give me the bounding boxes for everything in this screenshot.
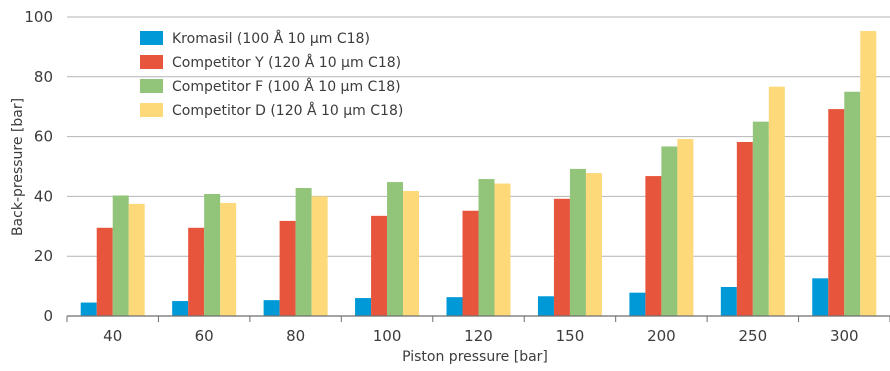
bar bbox=[828, 109, 845, 316]
bar bbox=[403, 191, 420, 316]
bar bbox=[494, 183, 511, 316]
x-tick-label: 250 bbox=[739, 327, 768, 345]
bar bbox=[279, 220, 296, 316]
legend-label: Kromasil (100 Å 10 µm C18) bbox=[172, 30, 370, 47]
y-axis-label: Back-pressure [bar] bbox=[10, 98, 26, 236]
bar bbox=[80, 302, 97, 316]
y-tick-label: 40 bbox=[34, 187, 53, 205]
bar bbox=[446, 297, 463, 316]
x-tick-label: 300 bbox=[830, 327, 859, 345]
bar bbox=[112, 195, 129, 316]
bar bbox=[736, 141, 753, 316]
bar bbox=[860, 31, 877, 316]
bars bbox=[80, 31, 877, 317]
bar bbox=[311, 196, 328, 316]
bar bbox=[812, 278, 829, 316]
x-tick-label: 60 bbox=[195, 327, 214, 345]
legend-label: Competitor F (100 Å 10 µm C18) bbox=[172, 78, 401, 95]
legend: Kromasil (100 Å 10 µm C18) Competitor Y (… bbox=[140, 30, 403, 119]
bar bbox=[295, 188, 312, 316]
bar bbox=[629, 292, 646, 316]
bar bbox=[720, 286, 737, 316]
legend-swatch bbox=[140, 79, 163, 93]
bar bbox=[96, 227, 113, 316]
bar bbox=[645, 176, 662, 316]
x-axis-label: Piston pressure [bar] bbox=[402, 349, 548, 365]
bar bbox=[371, 215, 388, 316]
bar bbox=[537, 296, 554, 316]
bar bbox=[355, 298, 372, 316]
bar bbox=[752, 121, 769, 317]
bar bbox=[387, 182, 404, 316]
bar bbox=[462, 210, 479, 316]
legend-swatch bbox=[140, 55, 163, 69]
bar bbox=[204, 194, 221, 316]
bar bbox=[553, 198, 570, 316]
bar bbox=[220, 202, 237, 316]
bar bbox=[661, 146, 678, 316]
bar bbox=[172, 301, 189, 316]
bar bbox=[188, 227, 205, 316]
x-tick-label: 100 bbox=[373, 327, 402, 345]
y-tick-label: 100 bbox=[24, 8, 53, 26]
y-tick-label: 0 bbox=[43, 307, 53, 325]
x-tick-label: 200 bbox=[647, 327, 676, 345]
bar bbox=[677, 138, 694, 316]
bar bbox=[128, 203, 145, 316]
legend-swatch bbox=[140, 31, 163, 45]
x-tick-label: 120 bbox=[464, 327, 493, 345]
x-tick-label: 80 bbox=[286, 327, 305, 345]
legend-label: Competitor D (120 Å 10 µm C18) bbox=[172, 102, 403, 119]
bar bbox=[478, 179, 495, 316]
bar bbox=[585, 173, 602, 316]
legend-label: Competitor Y (120 Å 10 µm C18) bbox=[172, 54, 401, 71]
bar bbox=[569, 168, 586, 316]
x-tick-label: 40 bbox=[103, 327, 122, 345]
bar bbox=[768, 86, 785, 317]
bar bbox=[263, 300, 280, 316]
bar bbox=[844, 91, 861, 316]
legend-swatch bbox=[140, 103, 163, 117]
y-tick-label: 60 bbox=[34, 128, 53, 146]
y-tick-label: 80 bbox=[34, 68, 53, 86]
axes: 0 20 40 60 80 100 40 60 80 100 120 150 200 250 300 bbox=[24, 8, 890, 345]
y-tick-label: 20 bbox=[34, 247, 53, 265]
x-tick-label: 150 bbox=[556, 327, 585, 345]
